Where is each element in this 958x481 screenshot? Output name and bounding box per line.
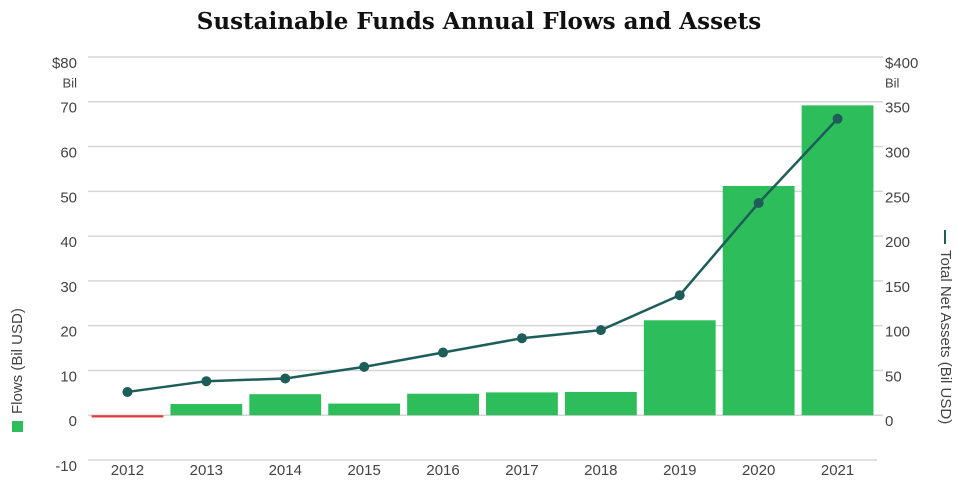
line-point bbox=[438, 347, 449, 358]
x-tick-label: 2017 bbox=[505, 462, 538, 479]
bar bbox=[328, 403, 401, 416]
y-tick-label: 40 bbox=[60, 234, 77, 251]
y2-tick-label: 250 bbox=[885, 189, 910, 206]
y-tick-label: -10 bbox=[55, 458, 77, 475]
y-tick-label: 50 bbox=[60, 189, 77, 206]
bar bbox=[643, 320, 716, 416]
y-tick-label: 10 bbox=[60, 368, 77, 385]
bar bbox=[249, 394, 322, 416]
y2-tick-label: 100 bbox=[885, 324, 910, 341]
y-tick-label: 70 bbox=[60, 100, 77, 117]
legend-label: Flows (Bil USD) bbox=[9, 308, 26, 414]
line-point bbox=[595, 325, 606, 336]
line-point bbox=[832, 113, 843, 124]
y-tick-label: 0 bbox=[69, 413, 77, 430]
y-tick-label: 20 bbox=[60, 324, 77, 341]
bar bbox=[170, 404, 243, 416]
x-tick-label: 2015 bbox=[347, 462, 380, 479]
y-tick-label: 30 bbox=[60, 279, 77, 296]
line-point bbox=[280, 373, 291, 384]
line-point bbox=[122, 386, 133, 397]
y-tick-label: $80 bbox=[52, 55, 77, 72]
line-point bbox=[753, 197, 764, 208]
line bbox=[127, 117, 839, 394]
bar bbox=[407, 393, 479, 416]
x-tick-label: 2013 bbox=[190, 462, 223, 479]
chart-title: Sustainable Funds Annual Flows and Asset… bbox=[197, 8, 762, 35]
legend-swatch bbox=[12, 421, 23, 432]
y2-tick-label: 200 bbox=[885, 234, 910, 251]
legend-label: Total Net Assets (Bil USD) bbox=[937, 250, 954, 424]
bar bbox=[564, 391, 637, 416]
y2-unit: Bil bbox=[885, 75, 900, 90]
x-tick-label: 2018 bbox=[584, 462, 617, 479]
bar bbox=[486, 392, 558, 416]
line-point bbox=[516, 333, 527, 344]
x-tick-label: 2012 bbox=[111, 462, 144, 479]
line-point bbox=[359, 361, 370, 372]
y2-tick-label: 300 bbox=[885, 145, 910, 162]
line-point bbox=[674, 290, 685, 301]
y2-tick-label: $400 bbox=[885, 55, 918, 72]
x-tick-label: 2021 bbox=[821, 462, 854, 479]
bar bbox=[722, 185, 795, 416]
bar bbox=[91, 415, 164, 418]
y-unit: Bil bbox=[63, 75, 78, 90]
y2-tick-label: 50 bbox=[885, 368, 902, 385]
x-tick-label: 2019 bbox=[663, 462, 696, 479]
bar bbox=[801, 105, 874, 416]
line-point bbox=[201, 376, 212, 387]
y2-tick-label: 150 bbox=[885, 279, 910, 296]
y2-tick-label: 0 bbox=[885, 413, 893, 430]
x-tick-label: 2020 bbox=[742, 462, 775, 479]
y-tick-label: 60 bbox=[60, 145, 77, 162]
y2-tick-label: 350 bbox=[885, 100, 910, 117]
x-tick-label: 2014 bbox=[269, 462, 302, 479]
x-tick-label: 2016 bbox=[426, 462, 459, 479]
